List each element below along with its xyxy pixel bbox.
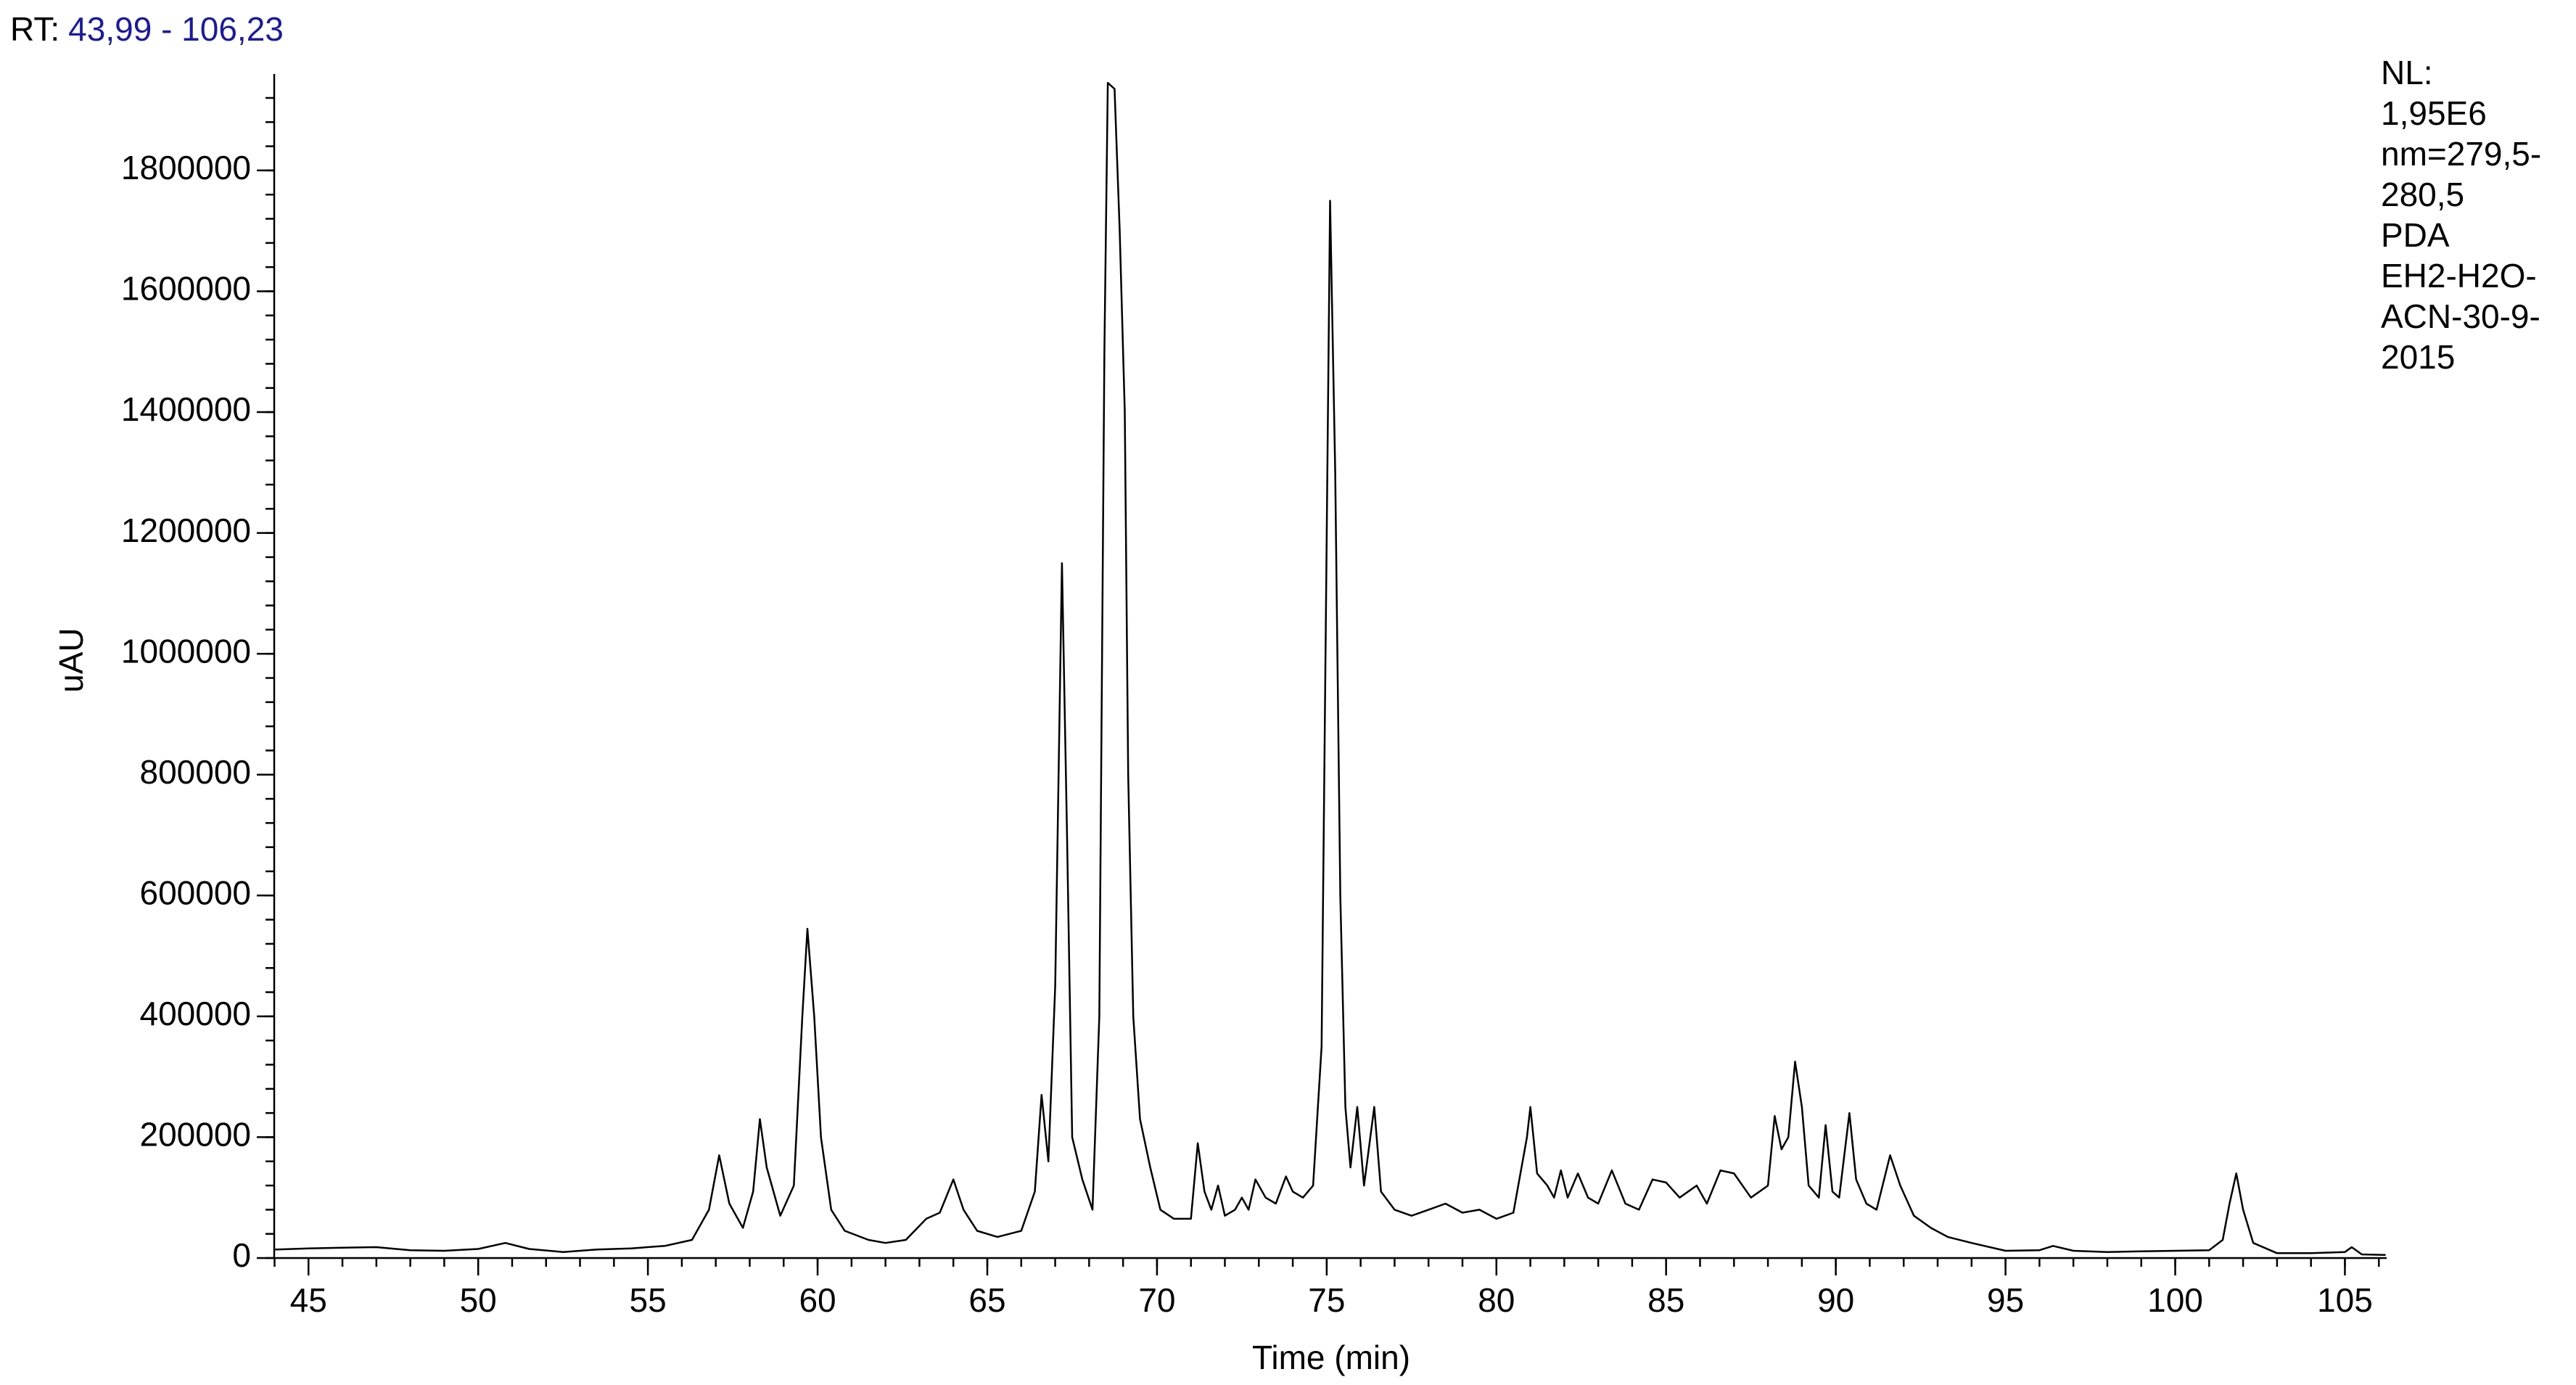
rt-prefix: RT: — [10, 10, 59, 48]
y-tick-label: 0 — [232, 1236, 251, 1274]
x-tick-label: 105 — [2317, 1281, 2373, 1319]
info-line: 280,5 — [2381, 176, 2464, 213]
rt-range: 43,99 - 106,23 — [68, 10, 284, 48]
y-axis-label: uAU — [52, 628, 90, 692]
info-line: nm=279,5- — [2381, 135, 2541, 173]
x-tick-label: 100 — [2147, 1281, 2203, 1319]
y-tick-label: 1600000 — [121, 270, 251, 308]
x-tick-label: 65 — [968, 1281, 1005, 1319]
info-line: 1,95E6 — [2381, 94, 2487, 132]
x-tick-label: 85 — [1647, 1281, 1684, 1319]
info-line: PDA — [2381, 216, 2450, 254]
x-tick-label: 50 — [460, 1281, 497, 1319]
x-tick-label: 90 — [1817, 1281, 1854, 1319]
info-line: NL: — [2381, 54, 2433, 91]
y-tick-label: 1000000 — [121, 632, 251, 670]
y-tick-label: 800000 — [140, 753, 252, 791]
x-tick-label: 95 — [1987, 1281, 2024, 1319]
info-line: EH2-H2O- — [2381, 257, 2537, 295]
info-line: 2015 — [2381, 338, 2455, 376]
y-tick-label: 400000 — [140, 995, 252, 1032]
y-tick-label: 600000 — [140, 874, 252, 911]
info-line: ACN-30-9- — [2381, 297, 2540, 335]
y-tick-label: 1800000 — [121, 149, 251, 186]
x-tick-label: 60 — [799, 1281, 836, 1319]
x-tick-label: 55 — [630, 1281, 667, 1319]
x-tick-label: 70 — [1138, 1281, 1175, 1319]
x-axis-label: Time (min) — [1252, 1339, 1410, 1376]
x-tick-label: 80 — [1478, 1281, 1515, 1319]
rt-label: RT: 43,99 - 106,23 — [10, 10, 284, 48]
x-tick-label: 75 — [1308, 1281, 1345, 1319]
x-tick-label: 45 — [290, 1281, 327, 1319]
chromatogram-line — [274, 81, 2386, 1257]
y-tick-label: 1200000 — [121, 511, 251, 549]
y-tick-label: 1400000 — [121, 390, 251, 428]
y-tick-label: 200000 — [140, 1116, 252, 1154]
